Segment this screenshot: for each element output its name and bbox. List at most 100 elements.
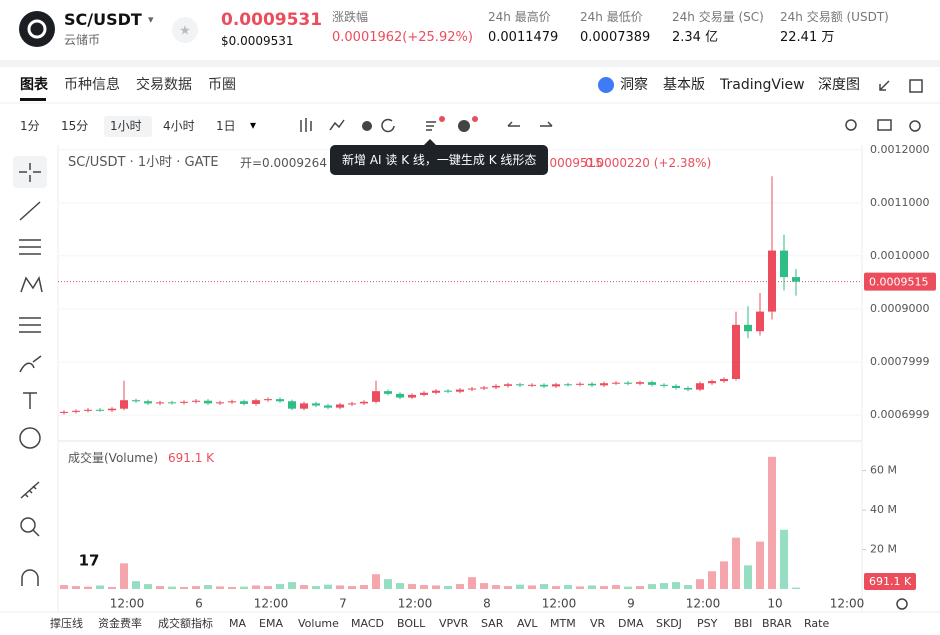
volume-bar — [756, 541, 764, 589]
tab[interactable]: 币圈 — [208, 77, 236, 93]
search-icon[interactable] — [845, 119, 857, 131]
window-icon[interactable] — [909, 79, 923, 93]
volume-bar — [204, 585, 212, 589]
interval[interactable]: 15分 — [61, 119, 89, 133]
candle-body — [384, 391, 392, 394]
stat-value: 2.34 亿 — [672, 30, 719, 45]
line-tool[interactable] — [19, 201, 41, 221]
indicator[interactable]: MACD — [351, 617, 384, 630]
indicator[interactable]: VR — [590, 617, 606, 630]
emoji-tool[interactable] — [19, 427, 41, 449]
tooltip-arrow — [424, 139, 436, 145]
alert-icon[interactable] — [362, 121, 372, 131]
indicator[interactable]: BBI — [734, 617, 753, 630]
indicator[interactable]: BRAR — [762, 617, 792, 630]
gear-icon[interactable] — [909, 120, 921, 132]
volume-bar — [444, 586, 452, 589]
tab[interactable]: 图表 — [20, 77, 48, 93]
indicator[interactable]: VPVR — [439, 617, 469, 630]
volume-bar — [216, 586, 224, 589]
indicator[interactable]: BOLL — [397, 617, 426, 630]
volume-bar — [564, 585, 572, 589]
candle-body — [168, 402, 176, 404]
volume-bar — [288, 582, 296, 589]
settings-icon[interactable] — [896, 598, 908, 610]
tab-right[interactable]: 洞察 — [620, 77, 648, 93]
tv-logo: 17 — [79, 552, 100, 570]
y-tick-label: 0.0007999 — [870, 355, 930, 368]
indicator[interactable]: Rate — [804, 617, 830, 630]
ruler-tool[interactable] — [20, 481, 40, 499]
stat-label: 24h 交易量 (SC) — [672, 10, 764, 24]
fib-tool[interactable] — [19, 317, 41, 333]
indicator[interactable]: 资金费率 — [98, 617, 142, 630]
indicator[interactable]: SKDJ — [656, 617, 682, 630]
add-indicator-icon[interactable] — [458, 120, 470, 132]
indicator[interactable]: MA — [229, 617, 247, 630]
volume-bar — [696, 579, 704, 589]
brush-tool[interactable] — [19, 355, 42, 373]
pattern-tool[interactable] — [20, 275, 43, 293]
candle-body — [408, 394, 416, 398]
candle-body — [576, 383, 584, 385]
text-tool[interactable] — [23, 392, 37, 409]
candle-body — [396, 393, 404, 398]
indicator[interactable]: 成交额指标 — [158, 617, 213, 630]
channel-tool[interactable] — [19, 239, 41, 255]
indicator[interactable]: EMA — [259, 617, 283, 630]
interval[interactable]: 1分 — [20, 119, 40, 133]
tab-right[interactable]: TradingView — [720, 77, 805, 93]
x-tick-label: 12:00 — [686, 597, 721, 611]
dropdown-arrow[interactable]: ▾ — [250, 118, 257, 132]
volume-bar — [540, 584, 548, 589]
volume-bar — [456, 584, 464, 589]
indicator[interactable]: AVL — [517, 617, 538, 630]
crosshair-tool[interactable] — [19, 163, 41, 182]
candle-body — [432, 390, 440, 393]
undo-redo[interactable] — [507, 121, 553, 127]
candle-body — [84, 409, 92, 411]
volume-bar — [684, 585, 692, 589]
symbol[interactable]: SC/USDT — [64, 10, 142, 29]
candle-body — [744, 324, 752, 332]
zoom-tool[interactable] — [20, 517, 36, 533]
volume-bar — [708, 571, 716, 589]
volume-bar — [624, 586, 632, 589]
x-tick-label: 12:00 — [830, 597, 865, 611]
tool-selected — [13, 156, 47, 188]
x-tick-label: 9 — [627, 597, 635, 611]
indicator[interactable]: SAR — [481, 617, 504, 630]
price-usd: $0.0009531 — [221, 34, 294, 48]
interval[interactable]: 1小时 — [110, 119, 142, 133]
indicator[interactable]: 撑压线 — [50, 617, 83, 630]
volume-bar — [528, 585, 536, 589]
open-label: 开=0.0009264 — [240, 156, 327, 170]
volume-bar — [648, 584, 656, 589]
tab[interactable]: 币种信息 — [64, 77, 120, 93]
toolbar-icons[interactable] — [300, 118, 436, 133]
indicator[interactable]: Volume — [298, 617, 339, 630]
candle-body — [708, 381, 716, 384]
volume-tick-label: 40 M — [870, 503, 897, 516]
favorite-button[interactable] — [172, 17, 198, 43]
camera-icon[interactable] — [877, 119, 892, 131]
volume-bar — [168, 586, 176, 589]
indicator[interactable]: PSY — [697, 617, 718, 630]
interval[interactable]: 4小时 — [163, 119, 195, 133]
volume-bar — [516, 584, 524, 589]
magnet-tool[interactable] — [21, 569, 39, 586]
candle-body — [540, 384, 548, 387]
indicator[interactable]: MTM — [550, 617, 576, 630]
candle-body — [72, 410, 80, 412]
stat-label: 24h 最低价 — [580, 10, 643, 24]
tab-right[interactable]: 基本版 — [663, 77, 705, 93]
fullscreen-icon[interactable] — [879, 80, 890, 91]
tab[interactable]: 交易数据 — [136, 77, 192, 93]
candle-body — [732, 324, 740, 379]
interval[interactable]: 1日 — [216, 119, 236, 133]
indicator[interactable]: DMA — [618, 617, 644, 630]
tab-right[interactable]: 深度图 — [818, 77, 860, 93]
zoom-tool[interactable] — [32, 529, 40, 537]
dropdown-arrow[interactable]: ▾ — [148, 13, 154, 26]
